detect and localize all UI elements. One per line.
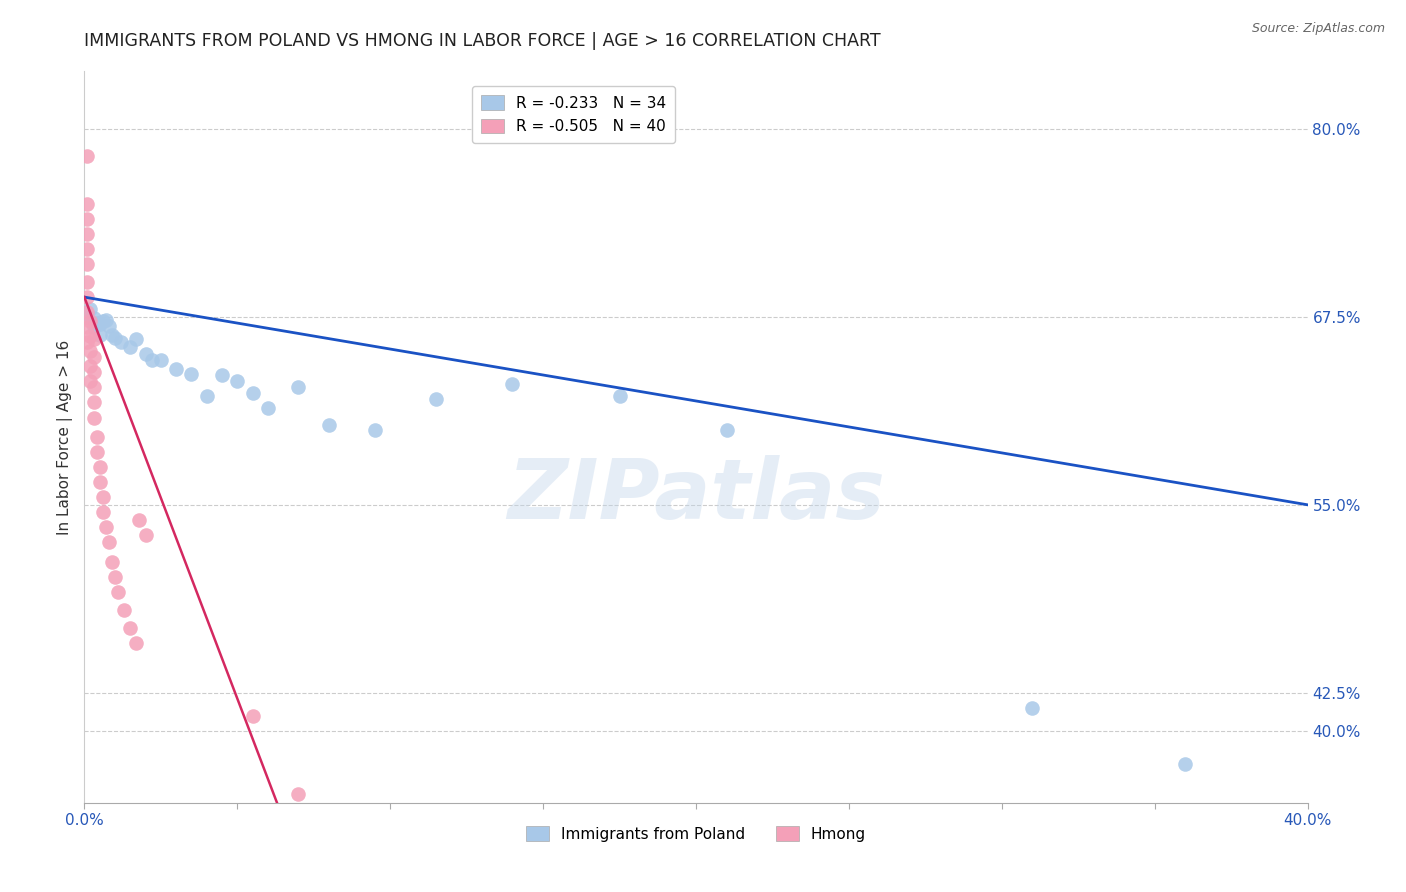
Point <box>141 353 163 368</box>
Point <box>76 275 98 289</box>
Point <box>125 636 148 650</box>
Point <box>76 257 98 271</box>
Point <box>364 423 387 437</box>
Point <box>425 392 447 407</box>
Point <box>76 227 98 241</box>
Point <box>91 505 114 519</box>
Point <box>86 316 108 330</box>
Point <box>716 423 738 437</box>
Point <box>97 318 120 333</box>
Point <box>83 332 105 346</box>
Point <box>76 196 98 211</box>
Point <box>79 329 101 343</box>
Point <box>287 787 309 801</box>
Point <box>226 375 249 389</box>
Point <box>83 395 105 409</box>
Point <box>89 327 111 342</box>
Point <box>76 320 98 334</box>
Point <box>79 375 101 389</box>
Point <box>112 603 135 617</box>
Point <box>120 621 142 635</box>
Point <box>128 513 150 527</box>
Point <box>287 380 309 394</box>
Point <box>135 347 157 361</box>
Point <box>104 570 127 584</box>
Point <box>180 367 202 381</box>
Point <box>101 555 124 569</box>
Point <box>94 312 117 326</box>
Point <box>83 410 105 425</box>
Point <box>1021 701 1043 715</box>
Point <box>76 211 98 226</box>
Point <box>89 460 111 475</box>
Y-axis label: In Labor Force | Age > 16: In Labor Force | Age > 16 <box>58 340 73 534</box>
Point <box>502 377 524 392</box>
Point <box>125 332 148 346</box>
Text: Source: ZipAtlas.com: Source: ZipAtlas.com <box>1251 22 1385 36</box>
Point <box>89 475 111 490</box>
Point <box>83 351 105 365</box>
Point <box>110 335 132 350</box>
Point <box>135 528 157 542</box>
Point <box>86 445 108 459</box>
Point <box>91 490 114 504</box>
Point <box>211 368 233 383</box>
Point <box>79 359 101 374</box>
Point <box>149 353 172 368</box>
Point <box>76 310 98 324</box>
Point <box>257 401 280 416</box>
Point <box>76 290 98 304</box>
Point <box>242 386 264 401</box>
Point <box>101 327 124 342</box>
Point <box>79 302 101 317</box>
Point <box>76 242 98 256</box>
Point <box>165 362 187 376</box>
Point <box>79 314 101 328</box>
Point <box>79 344 101 359</box>
Legend: Immigrants from Poland, Hmong: Immigrants from Poland, Hmong <box>520 820 872 847</box>
Point <box>609 389 631 403</box>
Point <box>86 430 108 444</box>
Point <box>83 320 105 334</box>
Point <box>120 340 142 354</box>
Point <box>97 535 120 549</box>
Point <box>91 314 114 328</box>
Point <box>318 418 340 433</box>
Point <box>242 708 264 723</box>
Point <box>83 380 105 394</box>
Point <box>76 148 98 162</box>
Point <box>107 585 129 599</box>
Point <box>76 335 98 350</box>
Point <box>195 389 218 403</box>
Text: IMMIGRANTS FROM POLAND VS HMONG IN LABOR FORCE | AGE > 16 CORRELATION CHART: IMMIGRANTS FROM POLAND VS HMONG IN LABOR… <box>84 32 882 50</box>
Text: ZIPatlas: ZIPatlas <box>508 455 884 536</box>
Point <box>104 331 127 345</box>
Point <box>94 520 117 534</box>
Point <box>83 365 105 379</box>
Point <box>1174 756 1197 771</box>
Point <box>83 311 105 326</box>
Point <box>76 305 98 319</box>
Point <box>89 317 111 331</box>
